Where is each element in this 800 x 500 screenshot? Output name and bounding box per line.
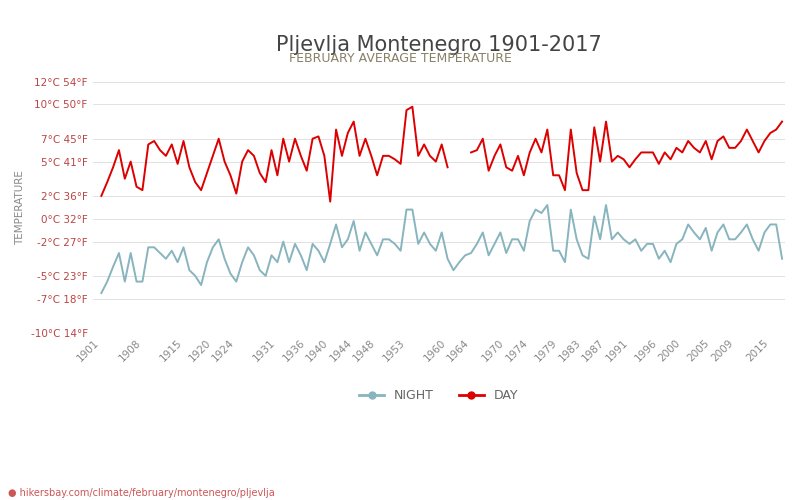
Text: ● hikersbay.com/climate/february/montenegro/pljevlja: ● hikersbay.com/climate/february/montene… bbox=[8, 488, 274, 498]
Y-axis label: TEMPERATURE: TEMPERATURE bbox=[15, 170, 25, 244]
Text: FEBRUARY AVERAGE TEMPERATURE: FEBRUARY AVERAGE TEMPERATURE bbox=[289, 52, 511, 66]
Title: Pljevlja Montenegro 1901-2017: Pljevlja Montenegro 1901-2017 bbox=[276, 35, 602, 55]
Legend: NIGHT, DAY: NIGHT, DAY bbox=[354, 384, 523, 407]
